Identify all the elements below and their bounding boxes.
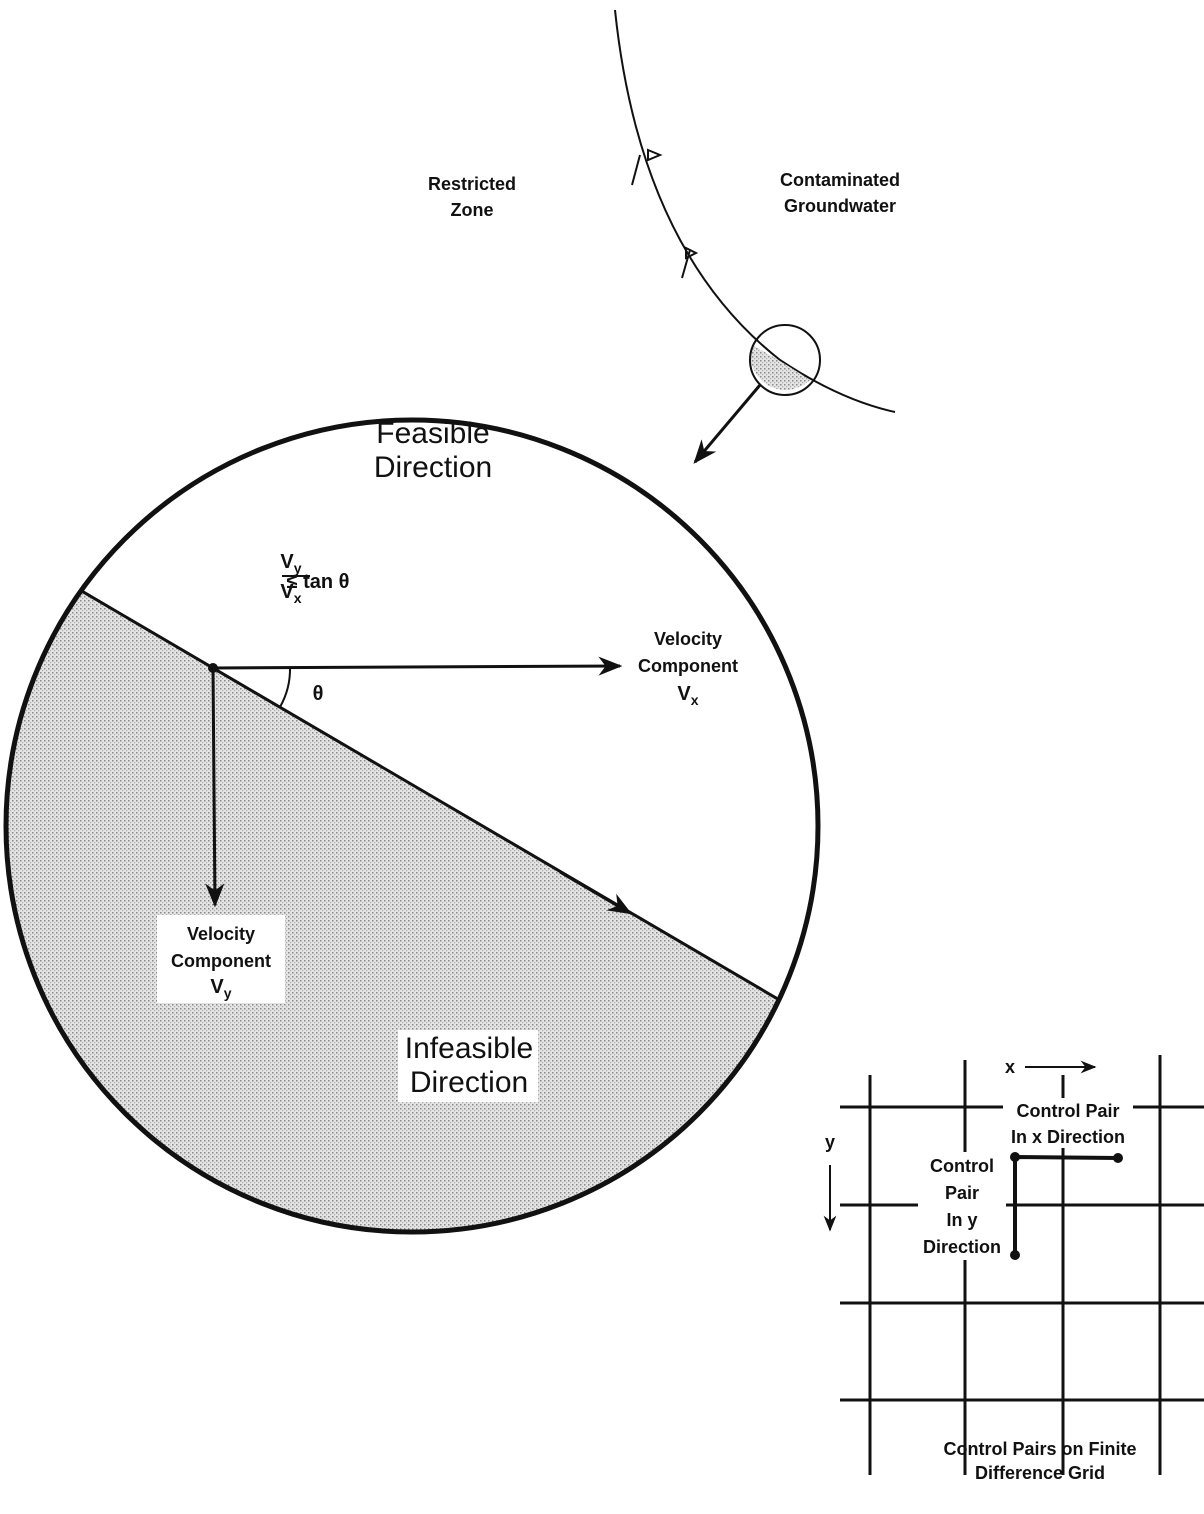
label-background — [1003, 1098, 1133, 1148]
boundary-curve — [614, 9, 896, 413]
symbol: V — [677, 683, 691, 705]
zoom-fill — [750, 345, 810, 390]
infeasible-region — [4, 588, 781, 1234]
vy-arrow — [205, 667, 225, 908]
label-background — [157, 915, 285, 1003]
subscript: x — [691, 692, 699, 708]
vx-label: Component — [638, 656, 738, 676]
axis-label: x — [1005, 1057, 1015, 1077]
pair-label: In y — [946, 1210, 977, 1230]
subscript: x — [294, 590, 302, 606]
artwork — [614, 9, 896, 464]
control-point — [1010, 1250, 1020, 1260]
grid-caption: Difference Grid — [975, 1463, 1105, 1483]
grid-caption: Control Pairs on Finite — [943, 1439, 1136, 1459]
region-label: Direction — [374, 451, 492, 484]
vy-symbol: Vy — [210, 976, 231, 1001]
fraction-denominator: Vx — [280, 581, 301, 606]
direction-arrow — [559, 870, 633, 915]
pair-label: In x Direction — [1011, 1127, 1125, 1147]
zoom-circle — [749, 324, 821, 396]
pair-label: Control — [930, 1156, 994, 1176]
relation: ≤ tan θ — [287, 571, 350, 593]
angle-label: θ — [313, 683, 324, 705]
zone-label: Groundwater — [784, 196, 896, 216]
fraction-numerator: Vy — [280, 551, 301, 576]
symbol: V — [210, 976, 224, 998]
subscript: y — [294, 560, 302, 576]
label-background — [398, 1030, 538, 1102]
control-point — [1113, 1153, 1123, 1163]
origin-point — [208, 663, 218, 673]
vy-label: Velocity — [187, 924, 255, 944]
zone-label: Restricted — [428, 174, 516, 194]
angle-arc — [279, 666, 292, 708]
direction-circle — [3, 417, 821, 1235]
label-background — [918, 1152, 1006, 1260]
axis-label: y — [825, 1132, 835, 1152]
zoom-arrow — [693, 384, 762, 464]
vx-symbol: Vx — [677, 683, 698, 708]
pair-label: Pair — [945, 1183, 979, 1203]
pair-label: Direction — [923, 1237, 1001, 1257]
vy-label: Component — [171, 951, 271, 971]
vx-label: Velocity — [654, 629, 722, 649]
symbol: V — [280, 581, 294, 603]
region-label: Feasible — [376, 417, 489, 450]
region-label: Infeasible — [405, 1032, 533, 1065]
zone-label: Zone — [451, 200, 494, 220]
boundary-arrows — [631, 148, 699, 279]
zone-label: Contaminated — [780, 170, 900, 190]
pair-label: Control Pair — [1016, 1101, 1119, 1121]
control-pairs — [1013, 1155, 1119, 1255]
subscript: y — [224, 985, 232, 1001]
region-label: Direction — [410, 1066, 528, 1099]
control-point — [1010, 1152, 1020, 1162]
symbol: V — [280, 551, 294, 573]
vx-arrow — [212, 656, 623, 676]
